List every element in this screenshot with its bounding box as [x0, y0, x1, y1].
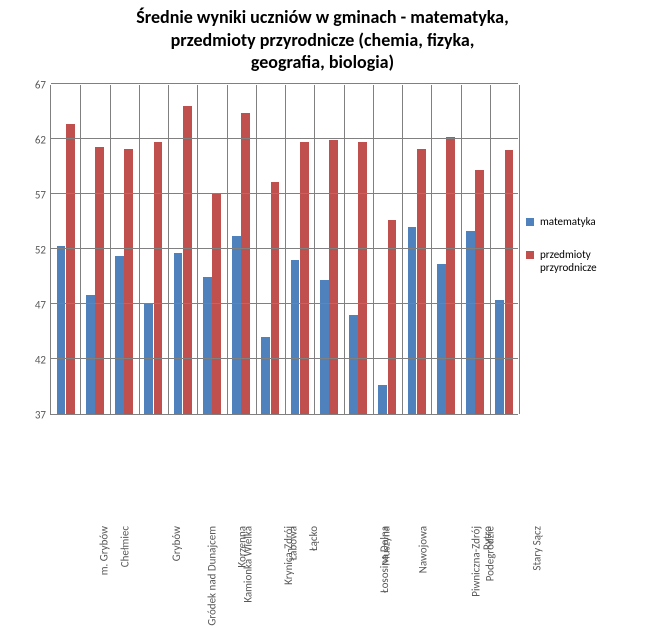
y-tick-label: 52 [35, 244, 46, 257]
legend-item-matematyka: matematyka [526, 215, 641, 228]
x-axis: m. GrybówChełmiecGródek nad DunajcemGryb… [50, 416, 518, 526]
bar-przedmioty-przyrodnicze [475, 170, 484, 414]
gridline [51, 138, 518, 139]
bar-matematyka [115, 256, 124, 414]
x-tick-label: Nawojowa [417, 526, 430, 573]
x-tick-label: m. Grybów [97, 526, 110, 575]
bar-group [227, 85, 257, 414]
bar-matematyka [495, 300, 504, 414]
gridline [51, 83, 518, 84]
bar-przedmioty-przyrodnicze [388, 220, 397, 414]
bar-group [110, 85, 140, 414]
bar-przedmioty-przyrodnicze [212, 194, 221, 414]
bar-przedmioty-przyrodnicze [124, 149, 133, 414]
y-tick-label: 67 [35, 79, 46, 92]
x-tick-label: Chełmiec [118, 526, 131, 567]
bar-matematyka [291, 260, 300, 414]
y-tick-label: 42 [35, 354, 46, 367]
bar-matematyka [261, 337, 270, 414]
legend-swatch-icon [526, 218, 534, 226]
bar-matematyka [320, 280, 329, 414]
plot-area [50, 85, 518, 415]
legend: matematyka przedmioty przyrodnicze [526, 215, 641, 295]
bar-przedmioty-przyrodnicze [154, 142, 163, 414]
y-tick-label: 62 [35, 134, 46, 147]
x-tick-label: Rytro [481, 526, 494, 550]
bar-group [373, 85, 403, 414]
bar-matematyka [466, 231, 475, 414]
bar-matematyka [349, 315, 358, 414]
bar-przedmioty-przyrodnicze [329, 140, 338, 414]
y-axis: 37424752576267 [18, 85, 50, 415]
bar-group [431, 85, 461, 414]
gridline [51, 303, 518, 304]
chart-area: 37424752576267 [18, 85, 518, 415]
bar-przedmioty-przyrodnicze [417, 149, 426, 414]
legend-label: przedmioty przyrodnicze [540, 248, 641, 274]
bar-group [402, 85, 432, 414]
x-tick-label: Korzenna [235, 526, 248, 568]
bar-group [51, 85, 81, 414]
bar-przedmioty-przyrodnicze [183, 106, 192, 414]
bar-group [285, 85, 315, 414]
title-line-1: Średnie wyniki uczniów w gminach - matem… [136, 6, 508, 28]
bar-matematyka [232, 236, 241, 414]
bar-matematyka [378, 385, 387, 414]
bar-group [80, 85, 110, 414]
bar-matematyka [203, 277, 212, 415]
bar-group [139, 85, 169, 414]
x-tick-label: Grybów [171, 526, 184, 561]
bar-matematyka [86, 295, 95, 414]
gridline [51, 358, 518, 359]
legend-swatch-icon [526, 251, 534, 259]
gridline [51, 248, 518, 249]
chart-title: Średnie wyniki uczniów w gminach - matem… [0, 6, 645, 74]
x-tick-label: Gródek nad Dunajcem [206, 526, 219, 626]
bar-przedmioty-przyrodnicze [505, 150, 514, 414]
x-tick-label: Łącko [307, 526, 320, 551]
bar-group [461, 85, 491, 414]
bar-group [344, 85, 374, 414]
legend-label: matematyka [540, 215, 596, 228]
bar-przedmioty-przyrodnicze [241, 113, 250, 414]
bar-przedmioty-przyrodnicze [271, 182, 280, 414]
bar-przedmioty-przyrodnicze [358, 142, 367, 414]
bar-group [197, 85, 227, 414]
bar-przedmioty-przyrodnicze [446, 137, 455, 414]
x-tick-label: Łabowa [287, 526, 300, 561]
bar-matematyka [437, 264, 446, 414]
y-tick-label: 57 [35, 189, 46, 202]
title-line-2: przedmioty przyrodnicze (chemia, fizyka, [171, 29, 475, 51]
bar-przedmioty-przyrodnicze [300, 142, 309, 414]
bar-matematyka [408, 227, 417, 414]
bar-group [490, 85, 520, 414]
bar-przedmioty-przyrodnicze [95, 147, 104, 414]
gridline [51, 193, 518, 194]
x-tick-label: Muszyna [380, 526, 393, 566]
bars-layer [51, 85, 518, 414]
bar-group [168, 85, 198, 414]
bar-group [256, 85, 286, 414]
y-tick-label: 37 [35, 409, 46, 422]
title-line-3: geografia, biologia) [251, 51, 394, 73]
bar-matematyka [174, 253, 183, 414]
x-tick-label: Stary Sącz [531, 526, 544, 571]
bar-przedmioty-przyrodnicze [66, 124, 75, 414]
legend-item-przyrodnicze: przedmioty przyrodnicze [526, 248, 641, 274]
bar-matematyka [57, 246, 66, 414]
bar-group [314, 85, 344, 414]
y-tick-label: 47 [35, 299, 46, 312]
